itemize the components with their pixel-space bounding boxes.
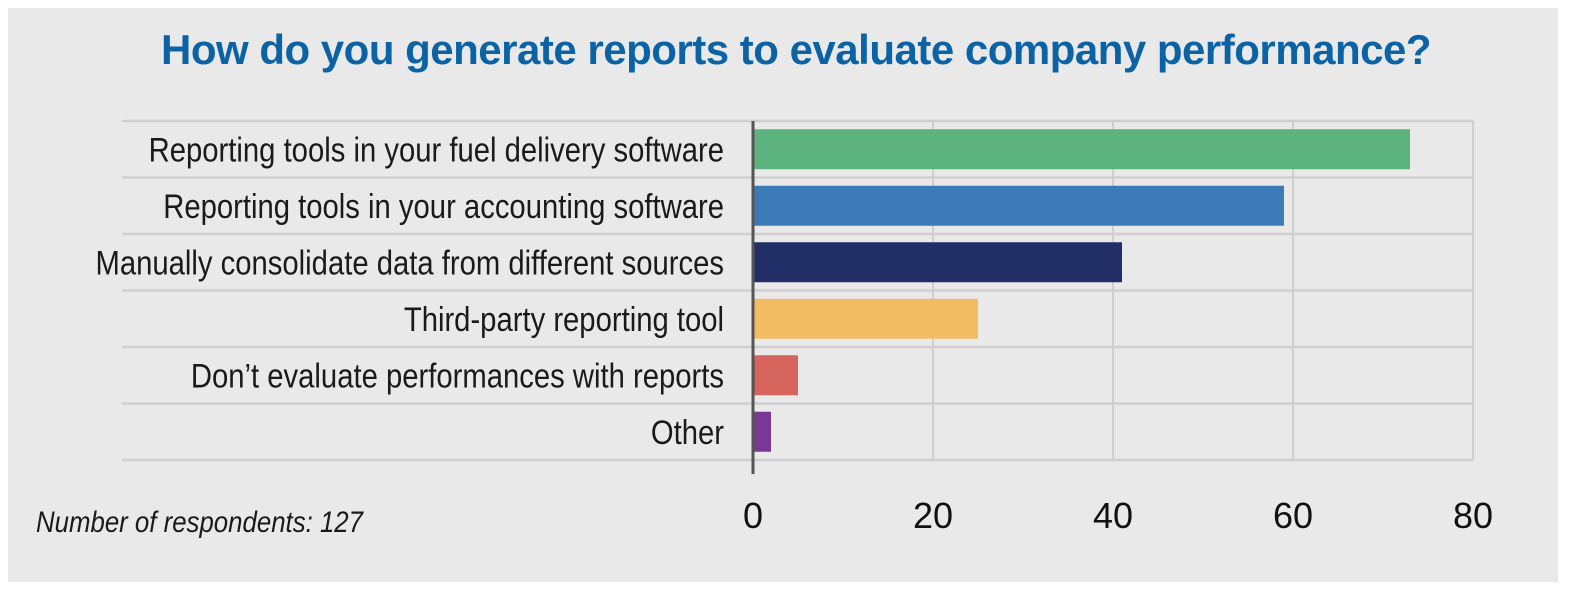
category-label: Manually consolidate data from different…: [96, 244, 724, 282]
bar: [753, 242, 1122, 283]
respondents-footnote: Number of respondents: 127: [36, 506, 364, 539]
bar: [753, 411, 771, 452]
x-tick-label: 60: [1273, 495, 1313, 536]
category-label: Third-party reporting tool: [404, 301, 724, 339]
bar: [753, 129, 1410, 170]
bar: [753, 355, 798, 396]
bar: [753, 298, 978, 339]
x-tick-label: 20: [913, 495, 953, 536]
x-tick-label: 80: [1453, 495, 1493, 536]
x-tick-label: 0: [743, 495, 763, 536]
category-label: Reporting tools in your accounting softw…: [163, 188, 724, 226]
category-label: Reporting tools in your fuel delivery so…: [149, 131, 724, 169]
category-label: Don’t evaluate performances with reports: [191, 357, 724, 395]
x-tick-label: 40: [1093, 495, 1133, 536]
category-label: Other: [651, 414, 724, 452]
chart-title: How do you generate reports to evaluate …: [161, 26, 1431, 73]
bar: [753, 185, 1284, 226]
chart-panel: [8, 8, 1558, 582]
